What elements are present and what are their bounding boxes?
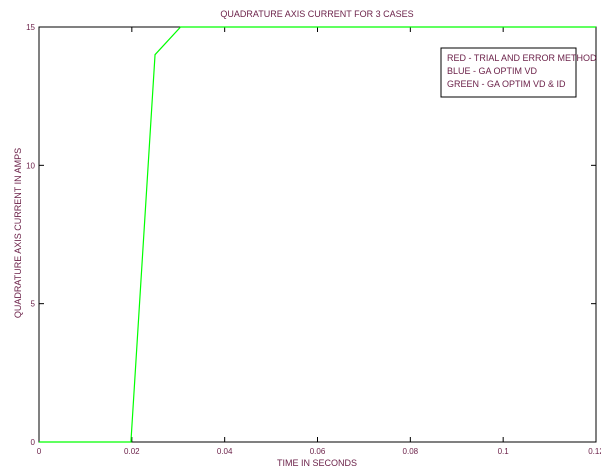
legend-entry-green: GREEN - GA OPTIM VD & ID (447, 79, 566, 89)
series-layer (39, 26, 596, 443)
x-ticks: 0 0.02 0.04 0.06 0.08 0.1 0.12 (37, 27, 601, 456)
y-tick-label: 10 (26, 161, 35, 170)
y-tick-label: 5 (31, 300, 36, 309)
x-tick-label: 0.1 (498, 447, 510, 456)
legend-entry-blue: BLUE - GA OPTIM VD (447, 66, 538, 76)
x-tick-label: 0.04 (217, 447, 233, 456)
series-line-green (39, 26, 596, 443)
legend: RED - TRIAL AND ERROR METHOD BLUE - GA O… (440, 47, 597, 98)
legend-box (440, 47, 577, 98)
y-tick-label: 15 (26, 23, 35, 32)
x-tick-label: 0.02 (124, 447, 140, 456)
x-tick-label: 0.08 (403, 447, 419, 456)
x-tick-label: 0.12 (588, 447, 601, 456)
chart-title: QUADRATURE AXIS CURRENT FOR 3 CASES (220, 9, 413, 19)
legend-entry-red: RED - TRIAL AND ERROR METHOD (447, 53, 597, 63)
y-axis-label: QUADRATURE AXIS CURRENT IN AMPS (13, 148, 23, 318)
x-tick-label: 0 (37, 447, 42, 456)
x-tick-label: 0.06 (310, 447, 326, 456)
y-tick-label: 0 (31, 438, 36, 447)
x-axis-label: TIME IN SECONDS (277, 458, 357, 468)
